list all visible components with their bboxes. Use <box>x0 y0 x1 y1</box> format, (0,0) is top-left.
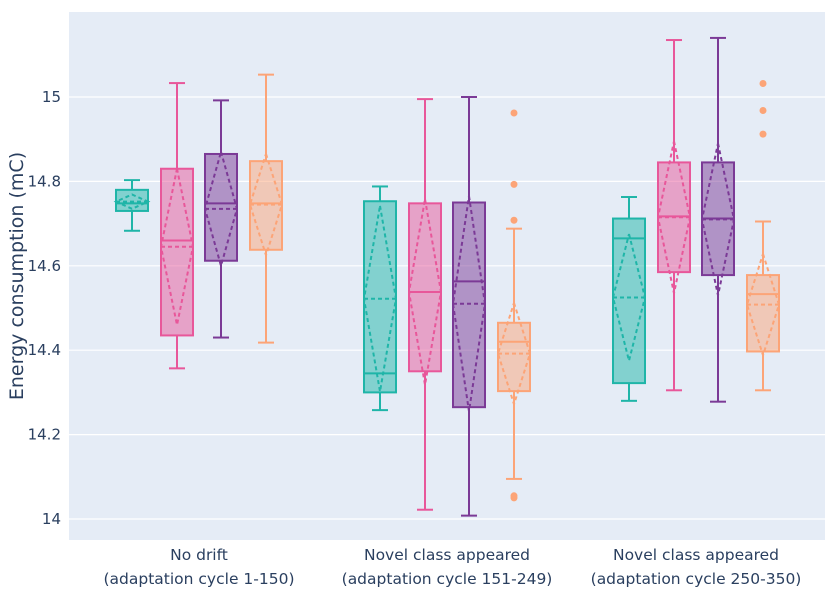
box <box>496 109 532 502</box>
sd-diamond <box>248 150 284 259</box>
y-axis-ticks: 14 14.2 14.4 14.6 14.8 15 <box>28 88 61 528</box>
sd-diamond <box>451 196 487 412</box>
y-tick-label: 15 <box>42 88 61 106</box>
x-category-label-line2: (adaptation cycle 1-150) <box>104 570 295 588</box>
plot-area <box>69 12 825 540</box>
outlier-point <box>510 216 518 224</box>
series-2 <box>159 39 692 511</box>
y-tick-label: 14.4 <box>28 341 61 359</box>
x-category-label-line1: No drift <box>170 546 228 564</box>
box-body <box>204 152 238 262</box>
series-4 <box>248 73 781 502</box>
box <box>203 99 239 339</box>
sd-diamond <box>203 148 239 270</box>
box-body <box>452 201 486 409</box>
outlier-point <box>759 130 767 138</box>
series-1 <box>113 179 647 412</box>
box-series <box>113 36 781 517</box>
box-body <box>497 321 531 393</box>
box <box>611 196 647 402</box>
outlier-point <box>759 79 767 87</box>
box <box>248 73 284 344</box>
x-category-label-line2: (adaptation cycle 250-350) <box>591 570 802 588</box>
sd-diamond <box>745 250 781 359</box>
sd-diamond <box>656 141 692 294</box>
sd-diamond <box>611 233 647 361</box>
y-tick-label: 14.2 <box>28 426 61 444</box>
x-category-label-line1: Novel class appeared <box>613 546 779 564</box>
y-tick-label: 14.6 <box>28 257 61 275</box>
x-axis-categories: No drift (adaptation cycle 1-150) Novel cl… <box>104 546 802 588</box>
series-3 <box>203 36 736 517</box>
x-category-label-line1: Novel class appeared <box>364 546 530 564</box>
box <box>362 185 398 412</box>
gridlines <box>69 96 825 520</box>
box <box>451 96 487 517</box>
y-tick-label: 14 <box>42 510 61 528</box>
outlier-point <box>510 109 518 117</box>
outlier-point <box>759 107 767 115</box>
box <box>159 82 195 370</box>
box <box>113 179 151 232</box>
outlier-point <box>510 492 518 500</box>
box <box>407 98 443 511</box>
sd-diamond <box>113 193 151 210</box>
y-tick-label: 14.8 <box>28 172 61 190</box>
sd-diamond <box>496 299 532 408</box>
box <box>656 39 692 392</box>
x-category-label-line2: (adaptation cycle 151-249) <box>342 570 553 588</box>
sd-diamond <box>700 143 736 296</box>
box-body <box>160 167 194 337</box>
box-body <box>408 202 442 373</box>
box-body <box>363 200 397 394</box>
box <box>745 79 781 392</box>
y-axis-title: Energy consumption (mC) <box>6 152 28 400</box>
box <box>700 36 736 403</box>
outlier-point <box>510 180 518 188</box>
box-body <box>612 217 646 385</box>
